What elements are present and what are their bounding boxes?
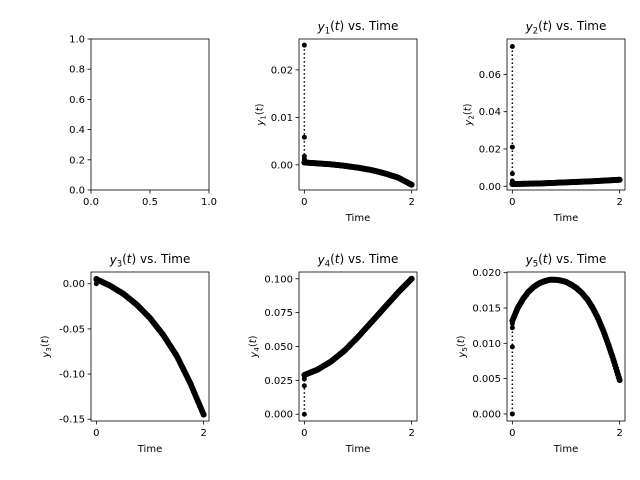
y-tick-label: 0.00 [479, 182, 501, 193]
subplot-title: y2(t) vs. Time [525, 19, 607, 36]
data-point [200, 411, 207, 418]
y-tick-label: 0.020 [472, 268, 501, 279]
subplot-title: y4(t) vs. Time [317, 252, 399, 269]
x-tick-label: 0 [509, 428, 515, 439]
data-point [616, 176, 623, 183]
axes-frame [506, 271, 626, 422]
data-point [408, 181, 415, 188]
data-point [616, 377, 623, 384]
data-point [509, 43, 515, 49]
data-point [509, 171, 515, 177]
y-tick-label: -0.05 [59, 324, 85, 335]
x-tick-label: 2 [616, 428, 622, 439]
axes-frame [90, 271, 210, 422]
y-tick-label: 0.2 [69, 155, 85, 166]
x-tick-label: 2 [408, 428, 414, 439]
y-tick-label: 0.02 [271, 65, 293, 76]
subplot-4: 0 2 0.00 -0.05 -0.10 -0.15 y3(t) vs. Time Time y… [40, 252, 210, 455]
subplot-6: 0 2 0.000 0.005 0.010 0.015 0.020 y5(t) vs. Tim… [456, 252, 626, 455]
x-tick-label: 0 [301, 197, 307, 208]
y-tick-label: 0.01 [271, 113, 293, 124]
y-tick-label: 0.0 [69, 186, 85, 197]
data-point [301, 411, 307, 417]
y-tick-label: 0.00 [271, 160, 293, 171]
x-axis-label: Time [553, 444, 578, 455]
data-point [509, 411, 515, 417]
y-axis-label: y4(t) [248, 335, 261, 358]
x-tick-label: 0 [93, 428, 99, 439]
data-point [509, 144, 515, 150]
x-axis-label: Time [345, 444, 370, 455]
data-point [509, 344, 515, 350]
y-tick-label: 0.075 [264, 308, 293, 319]
x-tick-label: 0 [509, 197, 515, 208]
y-tick-label: 0.000 [264, 410, 293, 421]
y-tick-label: 0.06 [479, 70, 501, 81]
data-point [301, 383, 307, 389]
y-tick-label: 0.6 [69, 95, 85, 106]
x-tick-label: 2 [616, 197, 622, 208]
y-tick-label: 0.025 [264, 376, 293, 387]
subplot-1: 0.0 0.5 1.0 0.0 0.2 0.4 0.6 0.8 1.0 [69, 35, 217, 209]
y-axis-label: y1(t) [255, 103, 268, 126]
x-tick-label: 0.5 [142, 197, 158, 208]
data-point [509, 325, 515, 331]
y-tick-label: 0.00 [63, 279, 85, 290]
x-tick-label: 2 [200, 428, 206, 439]
data-point [301, 134, 307, 140]
axes-frame [506, 38, 626, 191]
axes-frame [90, 38, 210, 191]
y-tick-label: 0.050 [264, 342, 293, 353]
x-tick-label: 2 [408, 197, 414, 208]
subplot-3: 0 2 0.00 0.02 0.04 0.06 y2(t) vs. Time Time y2(t… [463, 19, 626, 224]
y-tick-label: 0.100 [264, 274, 293, 285]
y-tick-label: 0.02 [479, 144, 501, 155]
data-point [408, 275, 415, 282]
y-tick-label: 0.04 [479, 107, 501, 118]
y-tick-label: 0.4 [69, 125, 85, 136]
x-tick-label: 0.0 [83, 197, 99, 208]
y-tick-label: 0.015 [472, 304, 501, 315]
data-point [301, 42, 307, 48]
subplot-title: y1(t) vs. Time [317, 19, 399, 36]
y-axis-label: y2(t) [463, 103, 476, 126]
x-axis-label: Time [553, 213, 578, 224]
y-tick-label: 0.000 [472, 409, 501, 420]
y-tick-label: -0.15 [59, 415, 85, 426]
y-tick-label: 0.8 [69, 65, 85, 76]
y-axis-label: y3(t) [40, 335, 53, 358]
y-tick-label: 1.0 [69, 35, 85, 46]
axes-frame [298, 38, 418, 191]
x-tick-label: 0 [301, 428, 307, 439]
subplot-5: 0 2 0.000 0.025 0.050 0.075 0.100 y4(t) vs. Tim… [248, 252, 418, 455]
x-tick-label: 1.0 [201, 197, 217, 208]
y-tick-label: -0.10 [59, 370, 85, 381]
y-tick-label: 0.005 [472, 374, 501, 385]
y-axis-label: y5(t) [456, 335, 469, 358]
x-axis-label: Time [137, 444, 162, 455]
x-axis-label: Time [345, 213, 370, 224]
subplot-2: 0 2 0.00 0.01 0.02 y1(t) vs. Time Time y1(t) [255, 19, 418, 224]
subplot-title: y3(t) vs. Time [109, 252, 191, 269]
subplot-title: y5(t) vs. Time [525, 252, 607, 269]
y-tick-label: 0.010 [472, 339, 501, 350]
